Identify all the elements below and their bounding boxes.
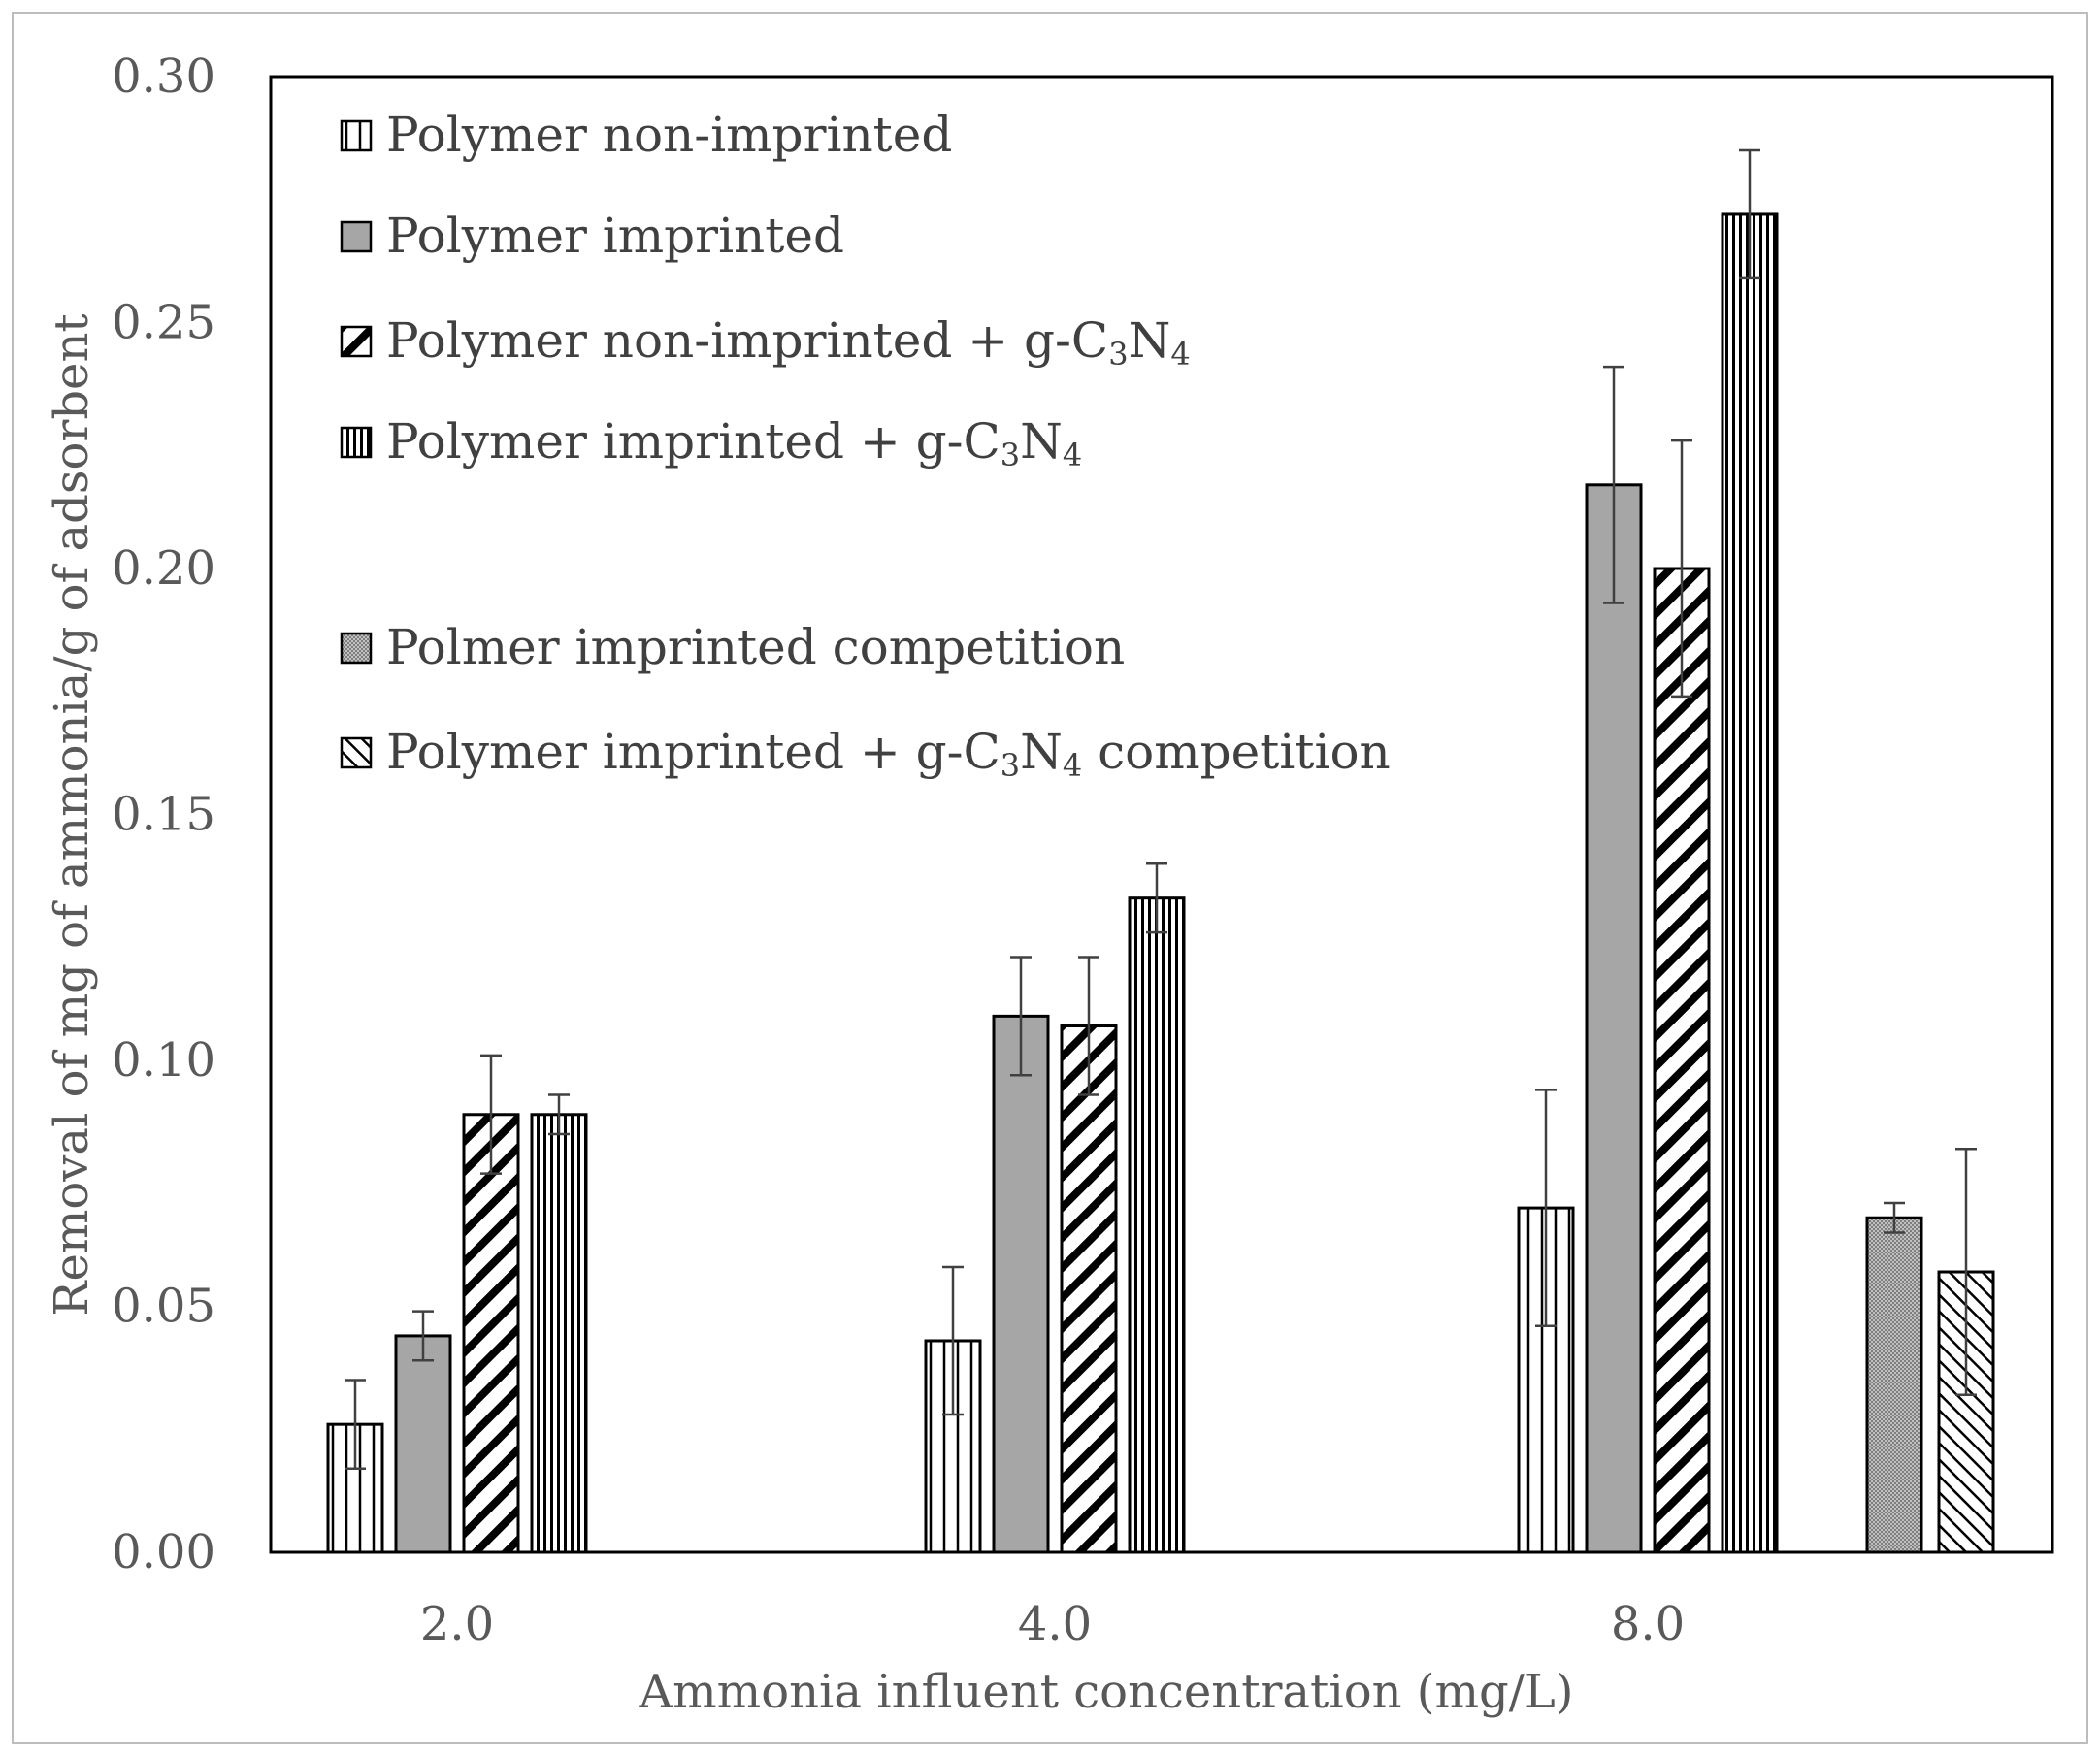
- error-bars-group: [345, 148, 1977, 1471]
- error-bar: [1884, 1201, 1905, 1234]
- error-bar: [1955, 1148, 1977, 1397]
- bar-polymer-imprinted-g-c3n4-4.0: [1128, 896, 1186, 1554]
- y-tick-label: 0.20: [112, 541, 215, 596]
- error-bar: [1146, 862, 1167, 934]
- error-bar: [1078, 956, 1099, 1096]
- error-bar: [1603, 365, 1624, 604]
- bar-polymer-non-imprinted-g-c3n4-8.0: [1653, 567, 1711, 1554]
- legend-swatch: [340, 119, 373, 152]
- legend: Polymer non-imprinted Polymer imprinted Po…: [340, 107, 1391, 784]
- y-tick-label: 0.10: [112, 1033, 215, 1088]
- x-tick-label: 2.0: [420, 1597, 494, 1651]
- legend-label: Polymer imprinted + g-C3​N4​: [386, 413, 1082, 473]
- legend-label: Polmer imprinted competition: [386, 619, 1125, 675]
- legend-label: Polymer imprinted: [386, 208, 844, 264]
- bar-polymer-imprinted-g-c3n4-8.0: [1721, 212, 1779, 1554]
- error-bar: [345, 1379, 366, 1471]
- y-tick-label: 0.00: [112, 1525, 215, 1579]
- bar-polymer-imprinted-g-c3n4-2.0: [530, 1113, 588, 1554]
- y-tick-label: 0.25: [112, 296, 215, 350]
- error-bar: [1671, 439, 1692, 699]
- error-bar: [1010, 956, 1032, 1077]
- legend-swatch: [340, 632, 373, 665]
- x-axis-title: Ammonia influent concentration (mg/L): [639, 1665, 1574, 1719]
- legend-swatch: [340, 426, 373, 459]
- error-bar: [412, 1310, 434, 1362]
- bar-polmer-imprinted-competition-8.0: [1865, 1216, 1923, 1554]
- bar-polymer-non-imprinted-8.0: [1517, 1206, 1575, 1554]
- legend-swatch: [340, 325, 373, 358]
- error-bar: [1535, 1089, 1557, 1328]
- legend-label: Polymer imprinted + g-C3​N4​ competition: [386, 724, 1391, 784]
- error-bar: [942, 1265, 964, 1416]
- x-tick-label: 4.0: [1018, 1597, 1092, 1651]
- error-bar: [480, 1054, 502, 1175]
- x-tick-label: 8.0: [1611, 1597, 1685, 1651]
- y-tick-label: 0.05: [112, 1280, 215, 1334]
- y-tick-label: 0.30: [112, 49, 215, 104]
- bar-polymer-imprinted-4.0: [992, 1014, 1050, 1554]
- legend-label: Polymer non-imprinted + g-C3​N4​: [386, 312, 1191, 373]
- bar-polymer-imprinted-8.0: [1585, 483, 1643, 1554]
- error-bar: [548, 1093, 570, 1136]
- bar-polymer-non-imprinted-g-c3n4-4.0: [1060, 1024, 1118, 1554]
- y-axis-title: Removal of mg of ammonia/g of adsorbent: [45, 313, 99, 1316]
- x-axis-ticks: 2.0 4.0 8.0: [420, 1597, 1685, 1651]
- bar-polymer-imprinted-2.0: [394, 1334, 452, 1554]
- bars-group: [326, 212, 1995, 1554]
- y-axis-ticks: 0.00 0.05 0.10 0.15 0.20 0.25 0.30: [112, 49, 215, 1579]
- error-bar: [1739, 148, 1760, 280]
- bar-polymer-non-imprinted-g-c3n4-2.0: [462, 1113, 520, 1554]
- legend-swatch: [340, 220, 373, 253]
- legend-label: Polymer non-imprinted: [386, 107, 952, 163]
- y-tick-label: 0.15: [112, 788, 215, 842]
- legend-swatch: [340, 736, 373, 769]
